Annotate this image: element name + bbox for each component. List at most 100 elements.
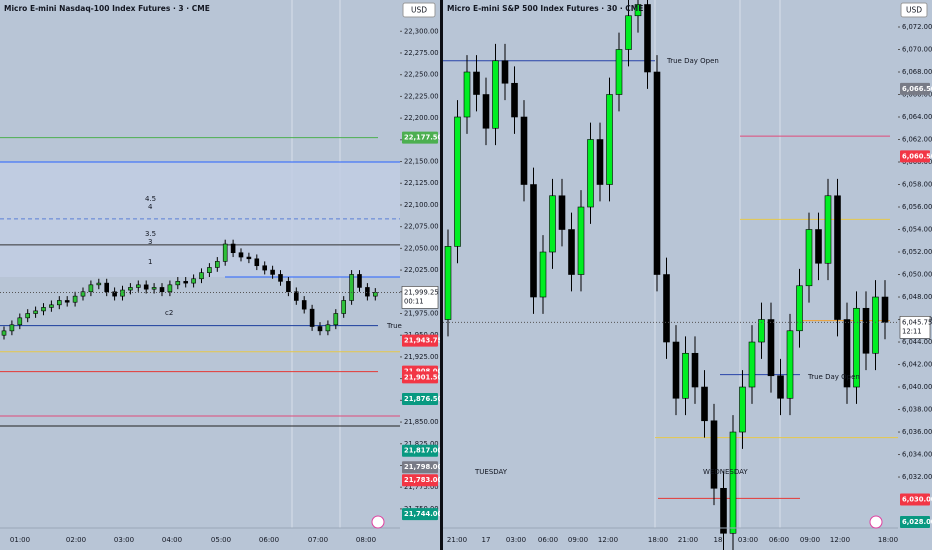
candle-body: [758, 319, 765, 343]
currency-box: [900, 2, 928, 18]
y-tick-label: 6,068.00: [902, 68, 932, 76]
price-tag-label: 6,060.50: [902, 152, 932, 160]
x-tick-label: 09:00: [568, 536, 588, 544]
x-tick-label: 21:00: [447, 536, 467, 544]
annotation: 3.5: [145, 230, 156, 238]
candle-body: [482, 94, 490, 129]
candle-body: [96, 282, 102, 286]
currency: USD: [411, 6, 427, 15]
candle-body: [767, 319, 775, 377]
countdown: 12:11: [902, 327, 922, 335]
candle-body: [17, 317, 23, 326]
annotation: 4.5: [145, 195, 156, 203]
candle-body: [710, 420, 718, 489]
candle-body: [333, 313, 339, 326]
last-price-tag: [899, 316, 931, 339]
candle-body: [881, 296, 889, 323]
candle-body: [293, 291, 299, 301]
candle-body: [558, 195, 566, 230]
price-tag-label: 6,028.00: [902, 518, 932, 526]
currency-box: [402, 2, 436, 18]
x-tick-label: 09:00: [800, 536, 820, 544]
currency: USD: [906, 6, 922, 15]
candle-body: [183, 281, 188, 284]
candle-body: [175, 281, 181, 286]
candle-body: [25, 313, 31, 319]
y-tick-label: 22,075.00: [404, 223, 439, 231]
candle-body: [317, 326, 323, 332]
y-tick-label: 6,032.00: [902, 473, 932, 481]
zone: [0, 161, 400, 278]
x-tick-label: 12:00: [598, 536, 618, 544]
x-tick-label: 04:00: [162, 536, 182, 544]
x-tick-label: 05:00: [211, 536, 231, 544]
candle-body: [872, 296, 879, 354]
last-price-label: 21,999.25: [404, 288, 439, 296]
price-tag-label: 21,876.50: [404, 395, 443, 403]
candle-body: [49, 304, 54, 308]
divider: [440, 0, 443, 550]
y-tick-label: 6,056.00: [902, 203, 932, 211]
price-tag-label: 21,901.50: [404, 373, 443, 381]
price-tag-label: 22,177.50: [404, 134, 443, 142]
candle-body: [104, 282, 109, 293]
candle-body: [128, 287, 133, 291]
annotation: 1: [148, 258, 152, 266]
candle-body: [843, 319, 851, 388]
candle-body: [215, 261, 220, 268]
candle-body: [568, 229, 575, 275]
candle-body: [349, 274, 354, 301]
x-tick-label: 18:00: [878, 536, 898, 544]
annotation: c2: [165, 309, 173, 317]
price-tag: [402, 131, 438, 144]
candle-body: [587, 139, 594, 208]
candle-body: [72, 295, 78, 303]
y-tick-label: 6,034.00: [902, 451, 932, 459]
y-tick-label: 22,200.00: [404, 114, 439, 122]
candle-body: [729, 431, 737, 534]
candle-body: [796, 285, 803, 332]
price-tag: [900, 150, 930, 163]
candle-body: [136, 284, 141, 288]
candle-body: [577, 206, 585, 275]
candle-body: [33, 310, 38, 314]
candle-body: [539, 251, 547, 298]
candle-body: [720, 487, 727, 534]
candle-body: [530, 184, 537, 298]
candle-body: [492, 60, 499, 129]
annotation: True Day Open: [666, 57, 719, 65]
candle-body: [222, 243, 228, 262]
price-tag: [402, 461, 438, 474]
candle-body: [501, 60, 509, 84]
candle-body: [805, 229, 813, 287]
candle-body: [230, 243, 236, 254]
candle-body: [167, 284, 173, 293]
price-tag-label: 6,066.50: [902, 85, 932, 93]
x-tick-label: 08:00: [356, 536, 376, 544]
y-tick-label: 6,062.00: [902, 136, 932, 144]
y-tick-label: 6,064.00: [902, 113, 932, 121]
candle-body: [824, 195, 832, 264]
price-tag-label: 21,744.00: [404, 510, 443, 518]
x-tick-label: 06:00: [538, 536, 558, 544]
price-tag-label: 6,030.00: [902, 496, 932, 504]
y-tick-label: 21,825.00: [404, 440, 439, 448]
x-tick-label: 03:00: [506, 536, 526, 544]
candle-body: [56, 300, 62, 306]
candle-body: [682, 352, 689, 399]
price-tag-label: 21,798.00: [404, 463, 443, 471]
y-tick-label: 6,048.00: [902, 293, 932, 301]
candle-body: [365, 287, 370, 297]
candle-body: [246, 256, 252, 260]
candle-body: [777, 375, 784, 399]
candle-body: [644, 4, 651, 73]
candle-body: [325, 324, 331, 332]
price-tag: [402, 444, 438, 457]
x-tick-label: 06:00: [259, 536, 279, 544]
candle-body: [357, 274, 362, 288]
candle-body: [606, 94, 613, 185]
countdown: 00:11: [404, 297, 424, 305]
price-tag: [402, 371, 438, 384]
y-tick-label: 21,775.00: [404, 483, 439, 491]
candle-body: [834, 195, 841, 320]
